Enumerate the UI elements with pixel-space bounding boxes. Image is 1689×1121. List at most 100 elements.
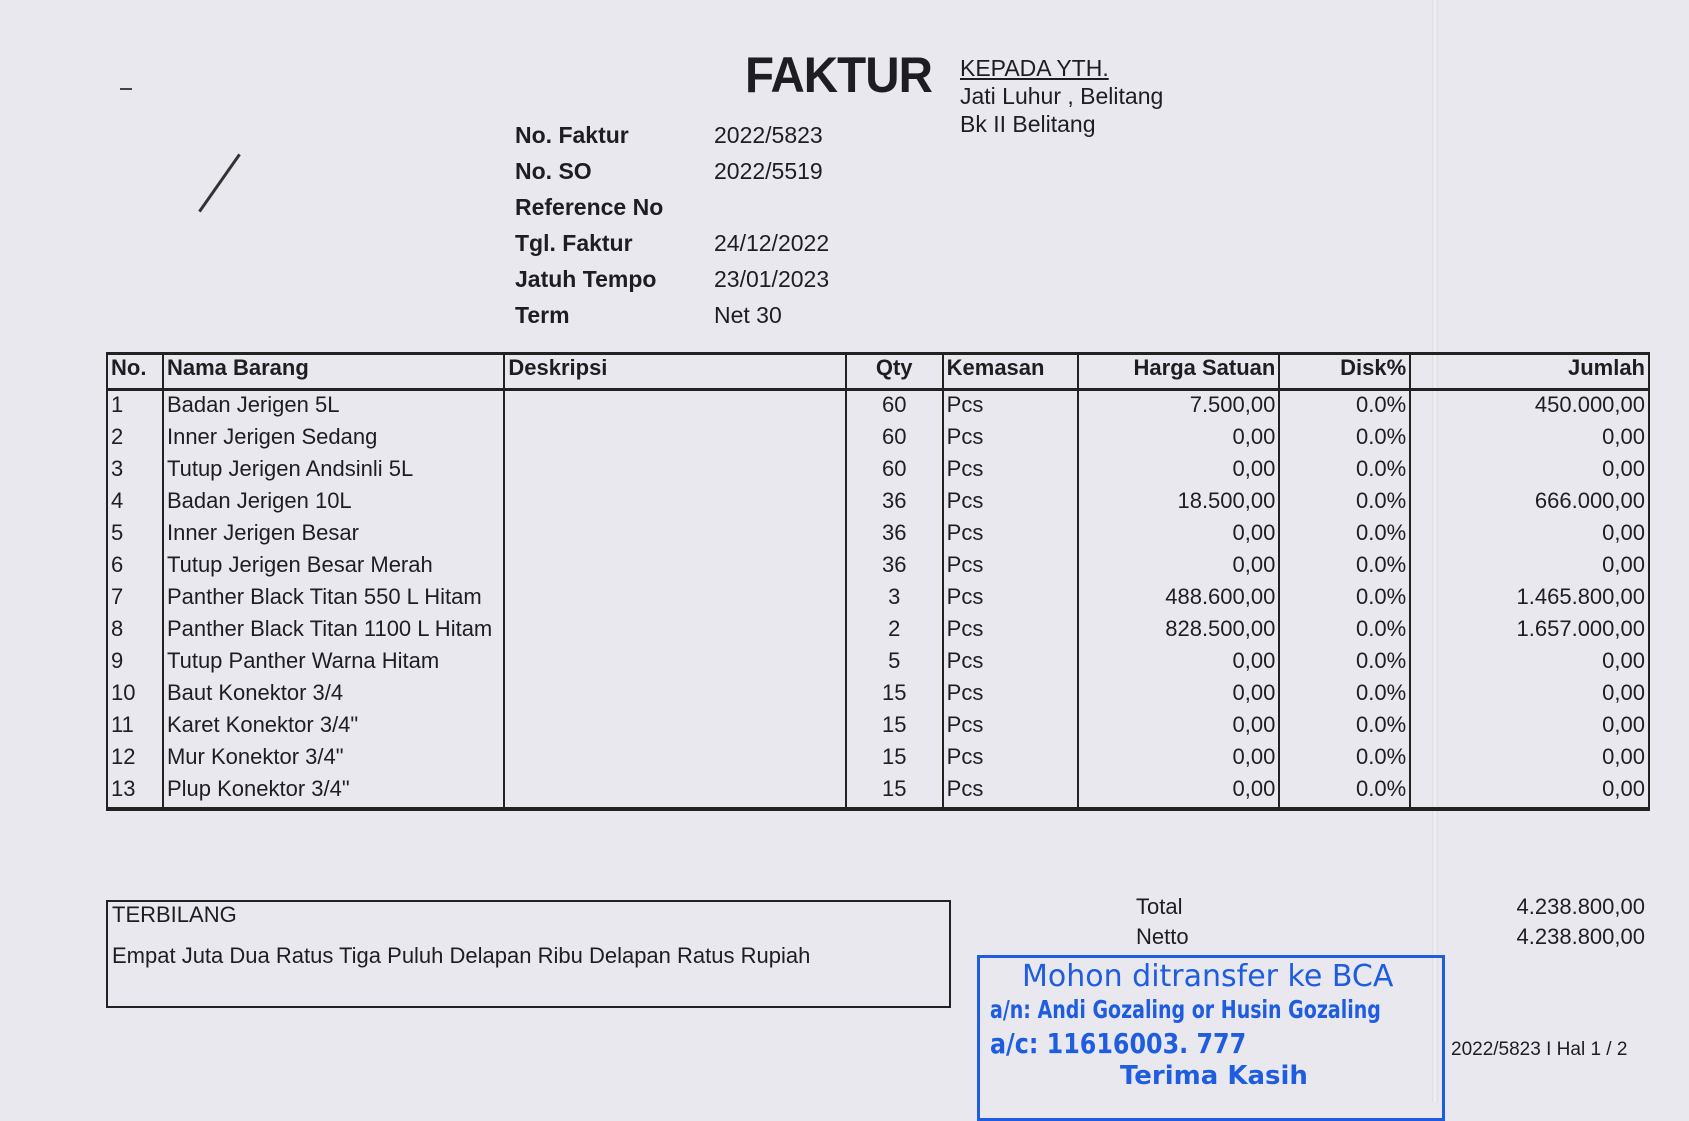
table-cell: Pcs — [941, 679, 1079, 711]
table-cell: Pcs — [941, 743, 1079, 775]
table-cell: 15 — [844, 775, 944, 811]
table-row: 6 Tutup Jerigen Besar Merah 36 Pcs 0,00 0.0% 0… — [106, 551, 1650, 583]
table-cell: 0,00 — [1409, 743, 1650, 775]
netto-label: Netto — [1136, 924, 1189, 949]
table-row: 10 Baut Konektor 3/4 15 Pcs 0,00 0.0% 0,00 — [106, 679, 1650, 711]
recipient-heading: KEPADA YTH. — [960, 55, 1109, 81]
table-cell: Pcs — [941, 389, 1079, 423]
total-value: 4.238.800,00 — [1516, 894, 1645, 919]
table-cell: 0.0% — [1278, 551, 1412, 583]
table-cell: 0.0% — [1278, 519, 1412, 551]
table-cell: Plup Konektor 3/4" — [161, 775, 506, 811]
column-header: Disk% — [1278, 352, 1412, 391]
table-cell: Tutup Jerigen Andsinli 5L — [161, 455, 506, 487]
meta-label: No. SO — [515, 158, 592, 184]
terbilang-box: TERBILANG Empat Juta Dua Ratus Tiga Pulu… — [106, 900, 951, 1008]
table-cell: 0.0% — [1278, 423, 1412, 455]
table-cell: Badan Jerigen 5L — [161, 389, 506, 423]
table-cell: 12 — [106, 743, 164, 775]
table-cell — [503, 423, 847, 455]
terbilang-text: Empat Juta Dua Ratus Tiga Puluh Delapan … — [112, 943, 811, 968]
table-cell: 0.0% — [1278, 389, 1412, 423]
table-cell: 2 — [844, 615, 944, 647]
table-cell: 666.000,00 — [1409, 487, 1650, 519]
column-header: Jumlah — [1409, 352, 1650, 391]
table-cell: 60 — [844, 389, 944, 423]
column-header: Deskripsi — [503, 352, 847, 391]
table-cell — [503, 519, 847, 551]
table-cell: 0.0% — [1278, 711, 1412, 743]
table-cell — [503, 647, 847, 679]
table-cell: 0,00 — [1409, 647, 1650, 679]
table-cell — [503, 455, 847, 487]
meta-label: No. Faktur — [515, 122, 629, 148]
table-cell: 3 — [844, 583, 944, 615]
table-cell: 0.0% — [1278, 679, 1412, 711]
column-header: Qty — [844, 352, 944, 391]
column-header: Kemasan — [941, 352, 1079, 391]
table-cell: 7.500,00 — [1076, 389, 1281, 423]
table-cell: Pcs — [941, 551, 1079, 583]
table-cell: Mur Konektor 3/4" — [161, 743, 506, 775]
table-row: 12 Mur Konektor 3/4" 15 Pcs 0,00 0.0% 0,00 — [106, 743, 1650, 775]
meta-label: Term — [515, 302, 570, 328]
meta-label: Jatuh Tempo — [515, 266, 657, 292]
table-row: 8 Panther Black Titan 1100 L Hitam 2 Pcs 828… — [106, 615, 1650, 647]
table-row: 13 Plup Konektor 3/4" 15 Pcs 0,00 0.0% 0,00 — [106, 775, 1650, 811]
table-cell: 10 — [106, 679, 164, 711]
meta-value: 2022/5519 — [714, 158, 823, 184]
table-cell — [503, 551, 847, 583]
column-header: No. — [106, 352, 164, 391]
table-cell: Tutup Jerigen Besar Merah — [161, 551, 506, 583]
table-header: No. Nama Barang Deskripsi Qty Kemasan Harga S… — [106, 352, 1650, 391]
table-cell: 0,00 — [1076, 455, 1281, 487]
column-header: Nama Barang — [161, 352, 506, 391]
meta-row: Term Net 30 — [515, 302, 829, 338]
table-row: 7 Panther Black Titan 550 L Hitam 3 Pcs 488.… — [106, 583, 1650, 615]
table-cell: 0,00 — [1409, 519, 1650, 551]
table-row: 4 Badan Jerigen 10L 36 Pcs 18.500,00 0.0% 666.… — [106, 487, 1650, 519]
meta-row: Jatuh Tempo 23/01/2023 — [515, 266, 829, 302]
table-cell: 0,00 — [1409, 455, 1650, 487]
bank-transfer-stamp: Mohon ditransfer ke BCA a/n: Andi Gozali… — [977, 955, 1445, 1121]
terbilang-label: TERBILANG — [112, 902, 237, 927]
table-cell: Pcs — [941, 711, 1079, 743]
table-cell: Pcs — [941, 615, 1079, 647]
table-cell: Panther Black Titan 1100 L Hitam — [161, 615, 506, 647]
meta-value: Net 30 — [714, 302, 782, 328]
table-cell: Pcs — [941, 487, 1079, 519]
table-cell: 0.0% — [1278, 775, 1412, 811]
table-cell — [503, 711, 847, 743]
recipient-line: Jati Luhur , Belitang — [960, 83, 1164, 109]
table-cell: 18.500,00 — [1076, 487, 1281, 519]
meta-label: Reference No — [515, 194, 664, 220]
table-cell — [503, 583, 847, 615]
table-cell — [503, 615, 847, 647]
table-cell: Baut Konektor 3/4 — [161, 679, 506, 711]
document-title: FAKTUR — [745, 47, 933, 103]
table-cell: 0,00 — [1076, 423, 1281, 455]
table-cell: 15 — [844, 679, 944, 711]
table-cell: 0.0% — [1278, 583, 1412, 615]
table-cell: 1.465.800,00 — [1409, 583, 1650, 615]
table-cell: 1 — [106, 389, 164, 423]
table-cell — [503, 743, 847, 775]
recipient-block: KEPADA YTH. Jati Luhur , Belitang Bk II … — [960, 54, 1163, 138]
column-header: Harga Satuan — [1076, 352, 1281, 391]
meta-value: 2022/5823 — [714, 122, 823, 148]
recipient-line: Bk II Belitang — [960, 111, 1096, 137]
table-cell: Pcs — [941, 647, 1079, 679]
pen-mark — [120, 88, 132, 90]
table-cell: Pcs — [941, 583, 1079, 615]
table-cell: Pcs — [941, 423, 1079, 455]
table-row: 5 Inner Jerigen Besar 36 Pcs 0,00 0.0% 0,00 — [106, 519, 1650, 551]
netto-value: 4.238.800,00 — [1516, 924, 1645, 949]
table-cell: Badan Jerigen 10L — [161, 487, 506, 519]
table-cell: 5 — [844, 647, 944, 679]
table-cell: Pcs — [941, 519, 1079, 551]
table-row: 3 Tutup Jerigen Andsinli 5L 60 Pcs 0,00 0.0% 0… — [106, 455, 1650, 487]
table-cell: 488.600,00 — [1076, 583, 1281, 615]
stamp-line: Terima Kasih — [1120, 1061, 1308, 1091]
table-cell: 450.000,00 — [1409, 389, 1650, 423]
table-cell: 0,00 — [1409, 711, 1650, 743]
